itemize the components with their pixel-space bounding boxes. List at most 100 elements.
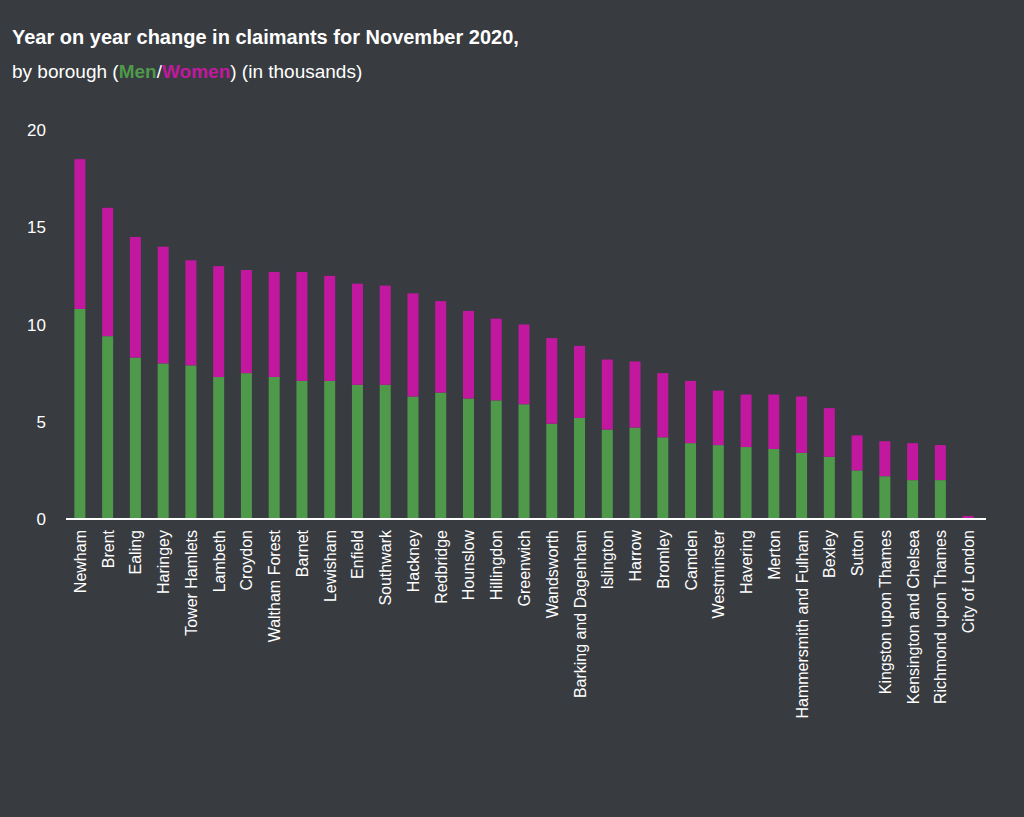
bar-segment <box>380 385 391 519</box>
subtitle-part: by borough ( <box>12 61 119 82</box>
bar-segment <box>435 301 446 392</box>
bar-segment <box>907 480 918 519</box>
bar-segment <box>296 381 307 519</box>
bar-segment <box>380 286 391 385</box>
x-tick-label: Hounslow <box>460 530 477 601</box>
y-tick-label: 15 <box>27 218 46 237</box>
x-tick-label: Westminster <box>710 529 727 618</box>
y-tick-label: 5 <box>37 413 46 432</box>
legend-entry: Men <box>119 61 157 82</box>
x-tick-label: Hillingdon <box>488 530 505 600</box>
y-tick-label: 10 <box>27 316 46 335</box>
bar-segment <box>630 428 641 519</box>
bar-segment <box>546 338 557 424</box>
bar-segment <box>630 361 641 427</box>
y-tick-label: 0 <box>37 510 46 529</box>
x-tick-label: Kensington and Chelsea <box>905 530 922 704</box>
bar-segment <box>741 447 752 519</box>
bar-segment <box>491 319 502 401</box>
x-tick-label: Newham <box>72 530 89 593</box>
bar-segment <box>546 424 557 519</box>
bar-segment <box>491 400 502 519</box>
bar-segment <box>213 266 224 377</box>
x-tick-label: Harrow <box>627 530 644 582</box>
x-tick-label: Hammersmith and Fulham <box>794 530 811 719</box>
bar-segment <box>241 373 252 519</box>
bar-segment <box>852 435 863 470</box>
subtitle-part: ) (in thousands) <box>230 61 362 82</box>
x-tick-label: Waltham Forest <box>266 529 283 642</box>
bar-segment <box>158 247 169 364</box>
bar-segment <box>130 237 141 358</box>
legend-entry: Women <box>162 61 230 82</box>
x-tick-label: Merton <box>766 530 783 580</box>
bar-segment <box>879 476 890 519</box>
bar-segment <box>269 377 280 519</box>
bar-segment <box>713 445 724 519</box>
x-tick-label: Barking and Dagenham <box>572 530 589 698</box>
bar-segment <box>463 398 474 519</box>
bar-segment <box>102 208 113 336</box>
bar-segment <box>685 443 696 519</box>
x-tick-label: Southwark <box>377 529 394 606</box>
x-tick-label: Tower Hamlets <box>183 530 200 636</box>
bar-segment <box>519 404 530 519</box>
bar-segment <box>935 480 946 519</box>
bar-segment <box>324 276 335 381</box>
x-tick-label: Lewisham <box>322 530 339 602</box>
bar-segment <box>185 365 196 519</box>
x-tick-label: Croydon <box>238 530 255 590</box>
x-tick-label: Islington <box>599 530 616 590</box>
x-tick-label: Brent <box>100 529 117 568</box>
x-tick-label: Havering <box>738 530 755 594</box>
x-tick-label: Hackney <box>405 530 422 592</box>
bar-segment <box>602 360 613 430</box>
bar-segment <box>741 395 752 448</box>
x-tick-label: Redbridge <box>433 530 450 604</box>
bar-segment <box>74 309 85 519</box>
chart: Year on year change in claimants for Nov… <box>0 0 1024 817</box>
bar-segment <box>158 363 169 519</box>
bar-segment <box>852 470 863 519</box>
bar-segment <box>463 311 474 399</box>
x-tick-label: Camden <box>683 530 700 590</box>
bar-segment <box>74 159 85 309</box>
bar-segment <box>296 272 307 381</box>
x-tick-label: Lambeth <box>211 530 228 592</box>
x-tick-label: Kingston upon Thames <box>877 530 894 694</box>
x-tick-label: City of London <box>960 530 977 633</box>
bar-segment <box>407 396 418 519</box>
x-tick-label: Wandsworth <box>544 530 561 618</box>
x-tick-label: Ealing <box>127 530 144 574</box>
x-axis-line <box>66 518 986 520</box>
bar-segment <box>768 449 779 519</box>
x-tick-label: Enfield <box>349 530 366 579</box>
x-tick-label: Bromley <box>655 530 672 589</box>
bar-segment <box>602 430 613 519</box>
bar-segment <box>407 293 418 396</box>
x-tick-label: Bexley <box>821 530 838 578</box>
subtitle: by borough (Men/Women) (in thousands) <box>12 61 362 82</box>
bar-segment <box>352 385 363 519</box>
bar-segment <box>824 408 835 457</box>
bar-segment <box>352 284 363 385</box>
bars <box>74 159 973 519</box>
bar-segment <box>130 358 141 519</box>
bar-segment <box>657 373 668 437</box>
bar-segment <box>685 381 696 443</box>
bar-segment <box>519 325 530 405</box>
bar-segment <box>907 443 918 480</box>
x-tick-label: Barnet <box>294 529 311 577</box>
x-tick-label: Richmond upon Thames <box>932 530 949 704</box>
x-tick-label: Sutton <box>849 530 866 576</box>
bar-segment <box>102 336 113 519</box>
bar-segment <box>435 393 446 519</box>
bar-segment <box>796 396 807 452</box>
background <box>0 0 1024 817</box>
bar-segment <box>879 441 890 476</box>
bar-segment <box>713 391 724 445</box>
title: Year on year change in claimants for Nov… <box>12 26 519 48</box>
bar-segment <box>574 346 585 418</box>
bar-segment <box>324 381 335 519</box>
bar-segment <box>824 457 835 519</box>
